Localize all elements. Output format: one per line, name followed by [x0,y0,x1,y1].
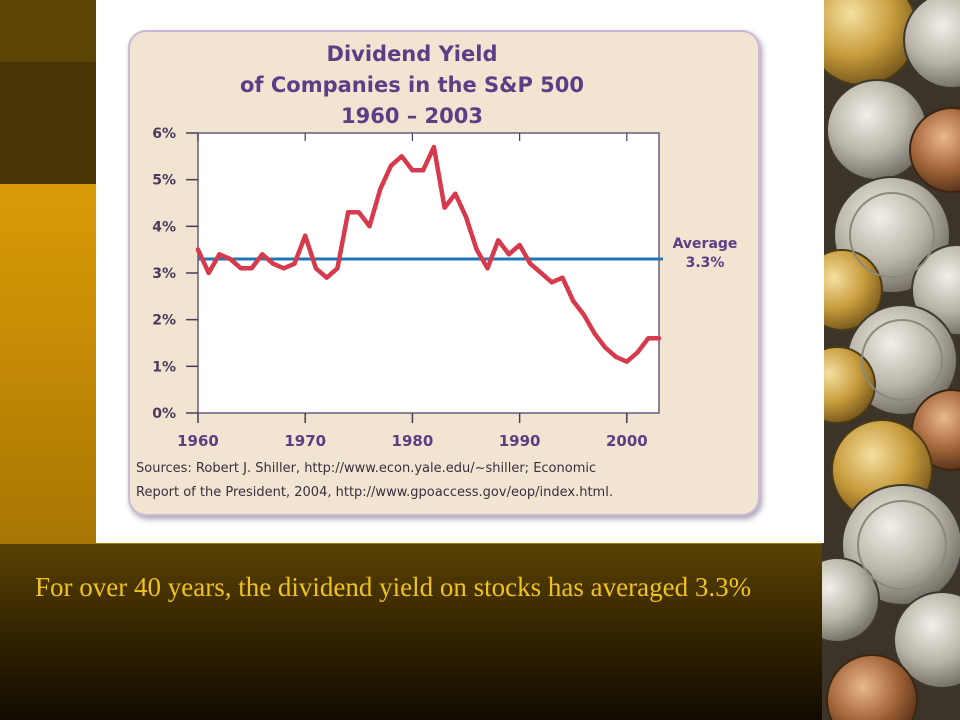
data-point [431,145,436,149]
x-tick-label: 1970 [284,432,326,450]
chart-title-line: 1960 – 2003 [341,104,483,128]
data-point [614,355,619,359]
average-label-line: 3.3% [686,255,725,271]
data-point [378,187,383,191]
y-tick-label: 3% [152,266,176,282]
data-point [260,252,265,257]
x-axis: 1960 1970 1980 1990 2000 [177,133,648,450]
data-point [571,299,576,303]
data-point [356,210,361,215]
y-axis: 0% 1% 2% 3% 4% 5% 6% [152,126,198,422]
data-point [453,191,458,196]
data-point [485,266,490,271]
sources-line: Sources: Robert J. Shiller, http://www.e… [136,461,596,476]
data-point [539,271,544,275]
data-point [528,261,533,266]
average-label-line: Average [673,236,738,252]
data-point [196,247,200,252]
data-point [657,336,661,341]
data-point [603,345,608,350]
data-point [324,275,329,280]
y-tick-label: 6% [152,126,176,142]
average-label: Average 3.3% [673,236,738,271]
data-point [292,261,297,266]
data-point [581,313,586,317]
data-point [206,271,211,275]
coins-illustration [822,0,960,720]
data-points [196,145,661,364]
chart-title-line: Dividend Yield [327,42,498,66]
y-tick-label: 2% [152,313,176,329]
data-point [635,350,640,355]
data-point [464,215,469,219]
data-point [388,163,393,168]
y-tick-label: 4% [152,219,176,235]
sources-note: Sources: Robert J. Shiller, http://www.e… [136,461,613,500]
data-point [646,336,651,341]
data-point [442,205,447,210]
data-point [281,266,286,271]
data-point [228,257,233,261]
chart-title: Dividend Yield of Companies in the S&P 50… [240,42,584,128]
y-tick-label: 5% [152,173,176,189]
chart-svg: Dividend Yield of Companies in the S&P 50… [136,42,738,500]
data-point [271,261,276,266]
data-point [346,210,351,215]
data-point [303,233,308,238]
chart-title-line: of Companies in the S&P 500 [240,73,584,97]
chart-image: Dividend Yield of Companies in the S&P 50… [96,0,824,543]
data-point [217,252,222,257]
y-tick-label: 0% [152,406,176,422]
data-point [496,238,501,243]
data-point [367,224,372,229]
data-point [506,252,511,257]
data-point [238,266,243,271]
slide-caption: For over 40 years, the dividend yield on… [35,572,752,602]
x-tick-label: 2000 [606,432,648,450]
x-tick-label: 1960 [177,432,219,450]
data-point [399,154,404,159]
data-point [517,243,522,247]
data-point [410,168,415,173]
coins-photo [822,0,960,720]
data-point [335,266,340,271]
data-point [313,266,318,271]
data-point [592,331,597,336]
y-tick-label: 1% [152,359,176,375]
data-point [421,168,426,173]
x-tick-label: 1990 [499,432,541,450]
plot-area [197,132,660,414]
data-point [474,247,479,252]
data-point [549,280,554,285]
data-point [249,266,254,271]
x-tick-label: 1980 [392,432,434,450]
sources-line: Report of the President, 2004, http://ww… [136,485,613,500]
data-point [560,275,565,280]
footer-band [0,544,830,720]
data-point [624,359,629,364]
